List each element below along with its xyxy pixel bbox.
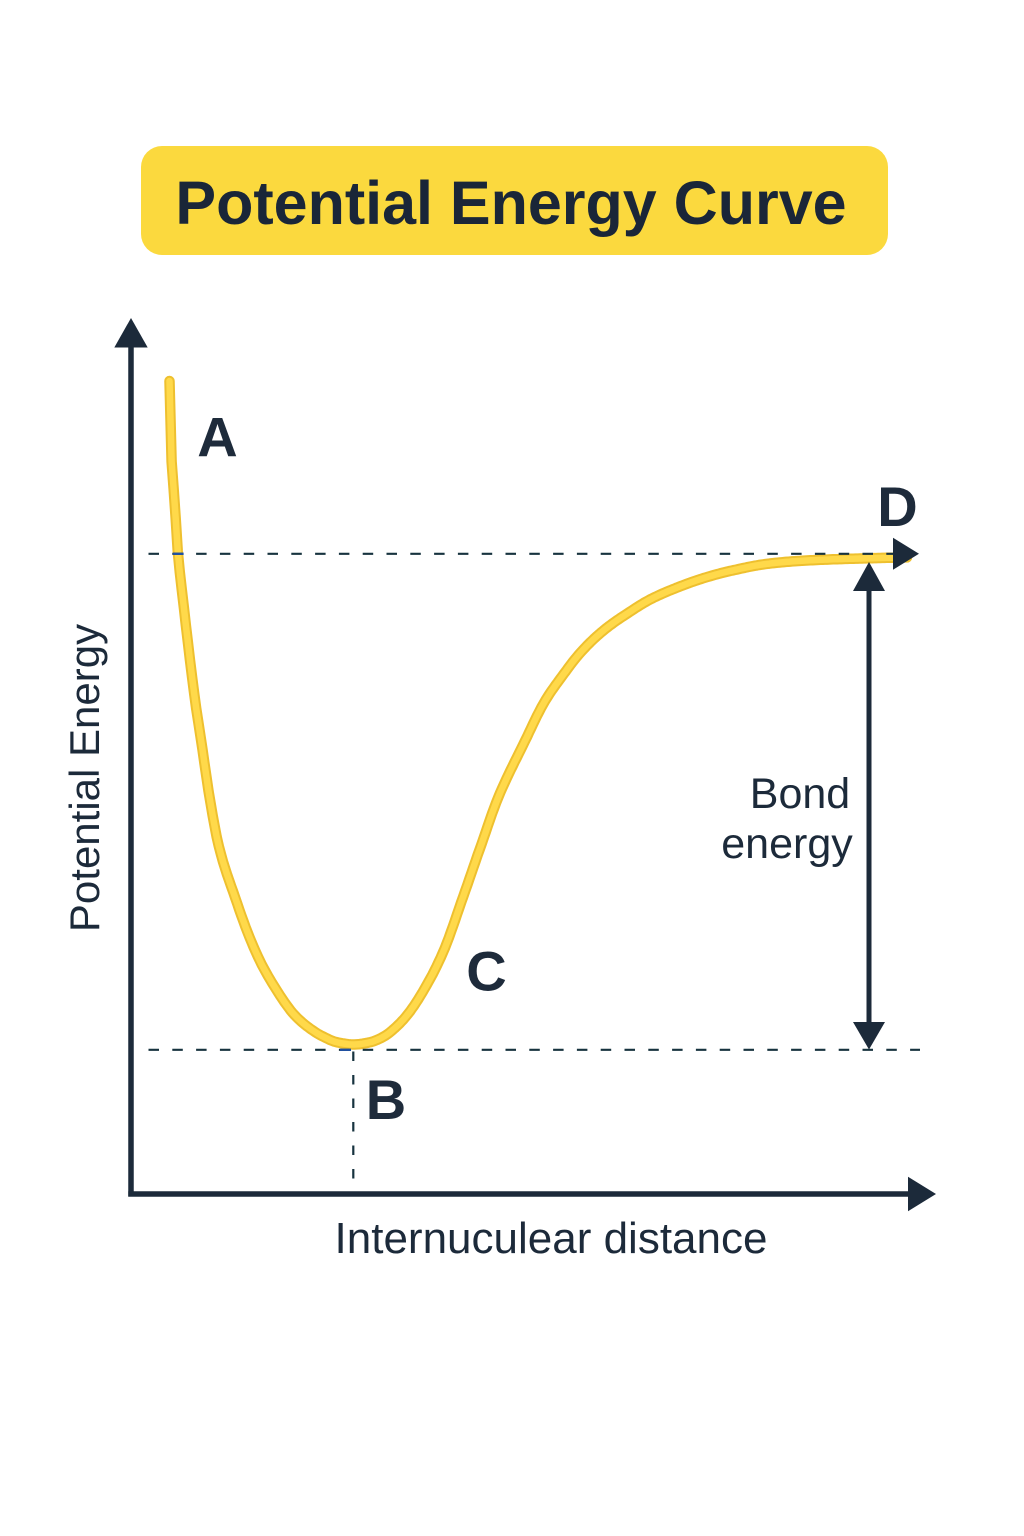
svg-text:energy: energy bbox=[721, 820, 853, 868]
svg-text:Potential Energy: Potential Energy bbox=[61, 624, 108, 932]
svg-text:A: A bbox=[197, 406, 237, 469]
svg-text:Bond: Bond bbox=[750, 770, 850, 818]
svg-text:D: D bbox=[877, 475, 917, 538]
svg-text:Potential Energy Curve: Potential Energy Curve bbox=[175, 169, 846, 237]
svg-text:C: C bbox=[466, 940, 506, 1003]
svg-text:Internuculear distance: Internuculear distance bbox=[335, 1214, 768, 1263]
svg-text:B: B bbox=[366, 1068, 406, 1131]
